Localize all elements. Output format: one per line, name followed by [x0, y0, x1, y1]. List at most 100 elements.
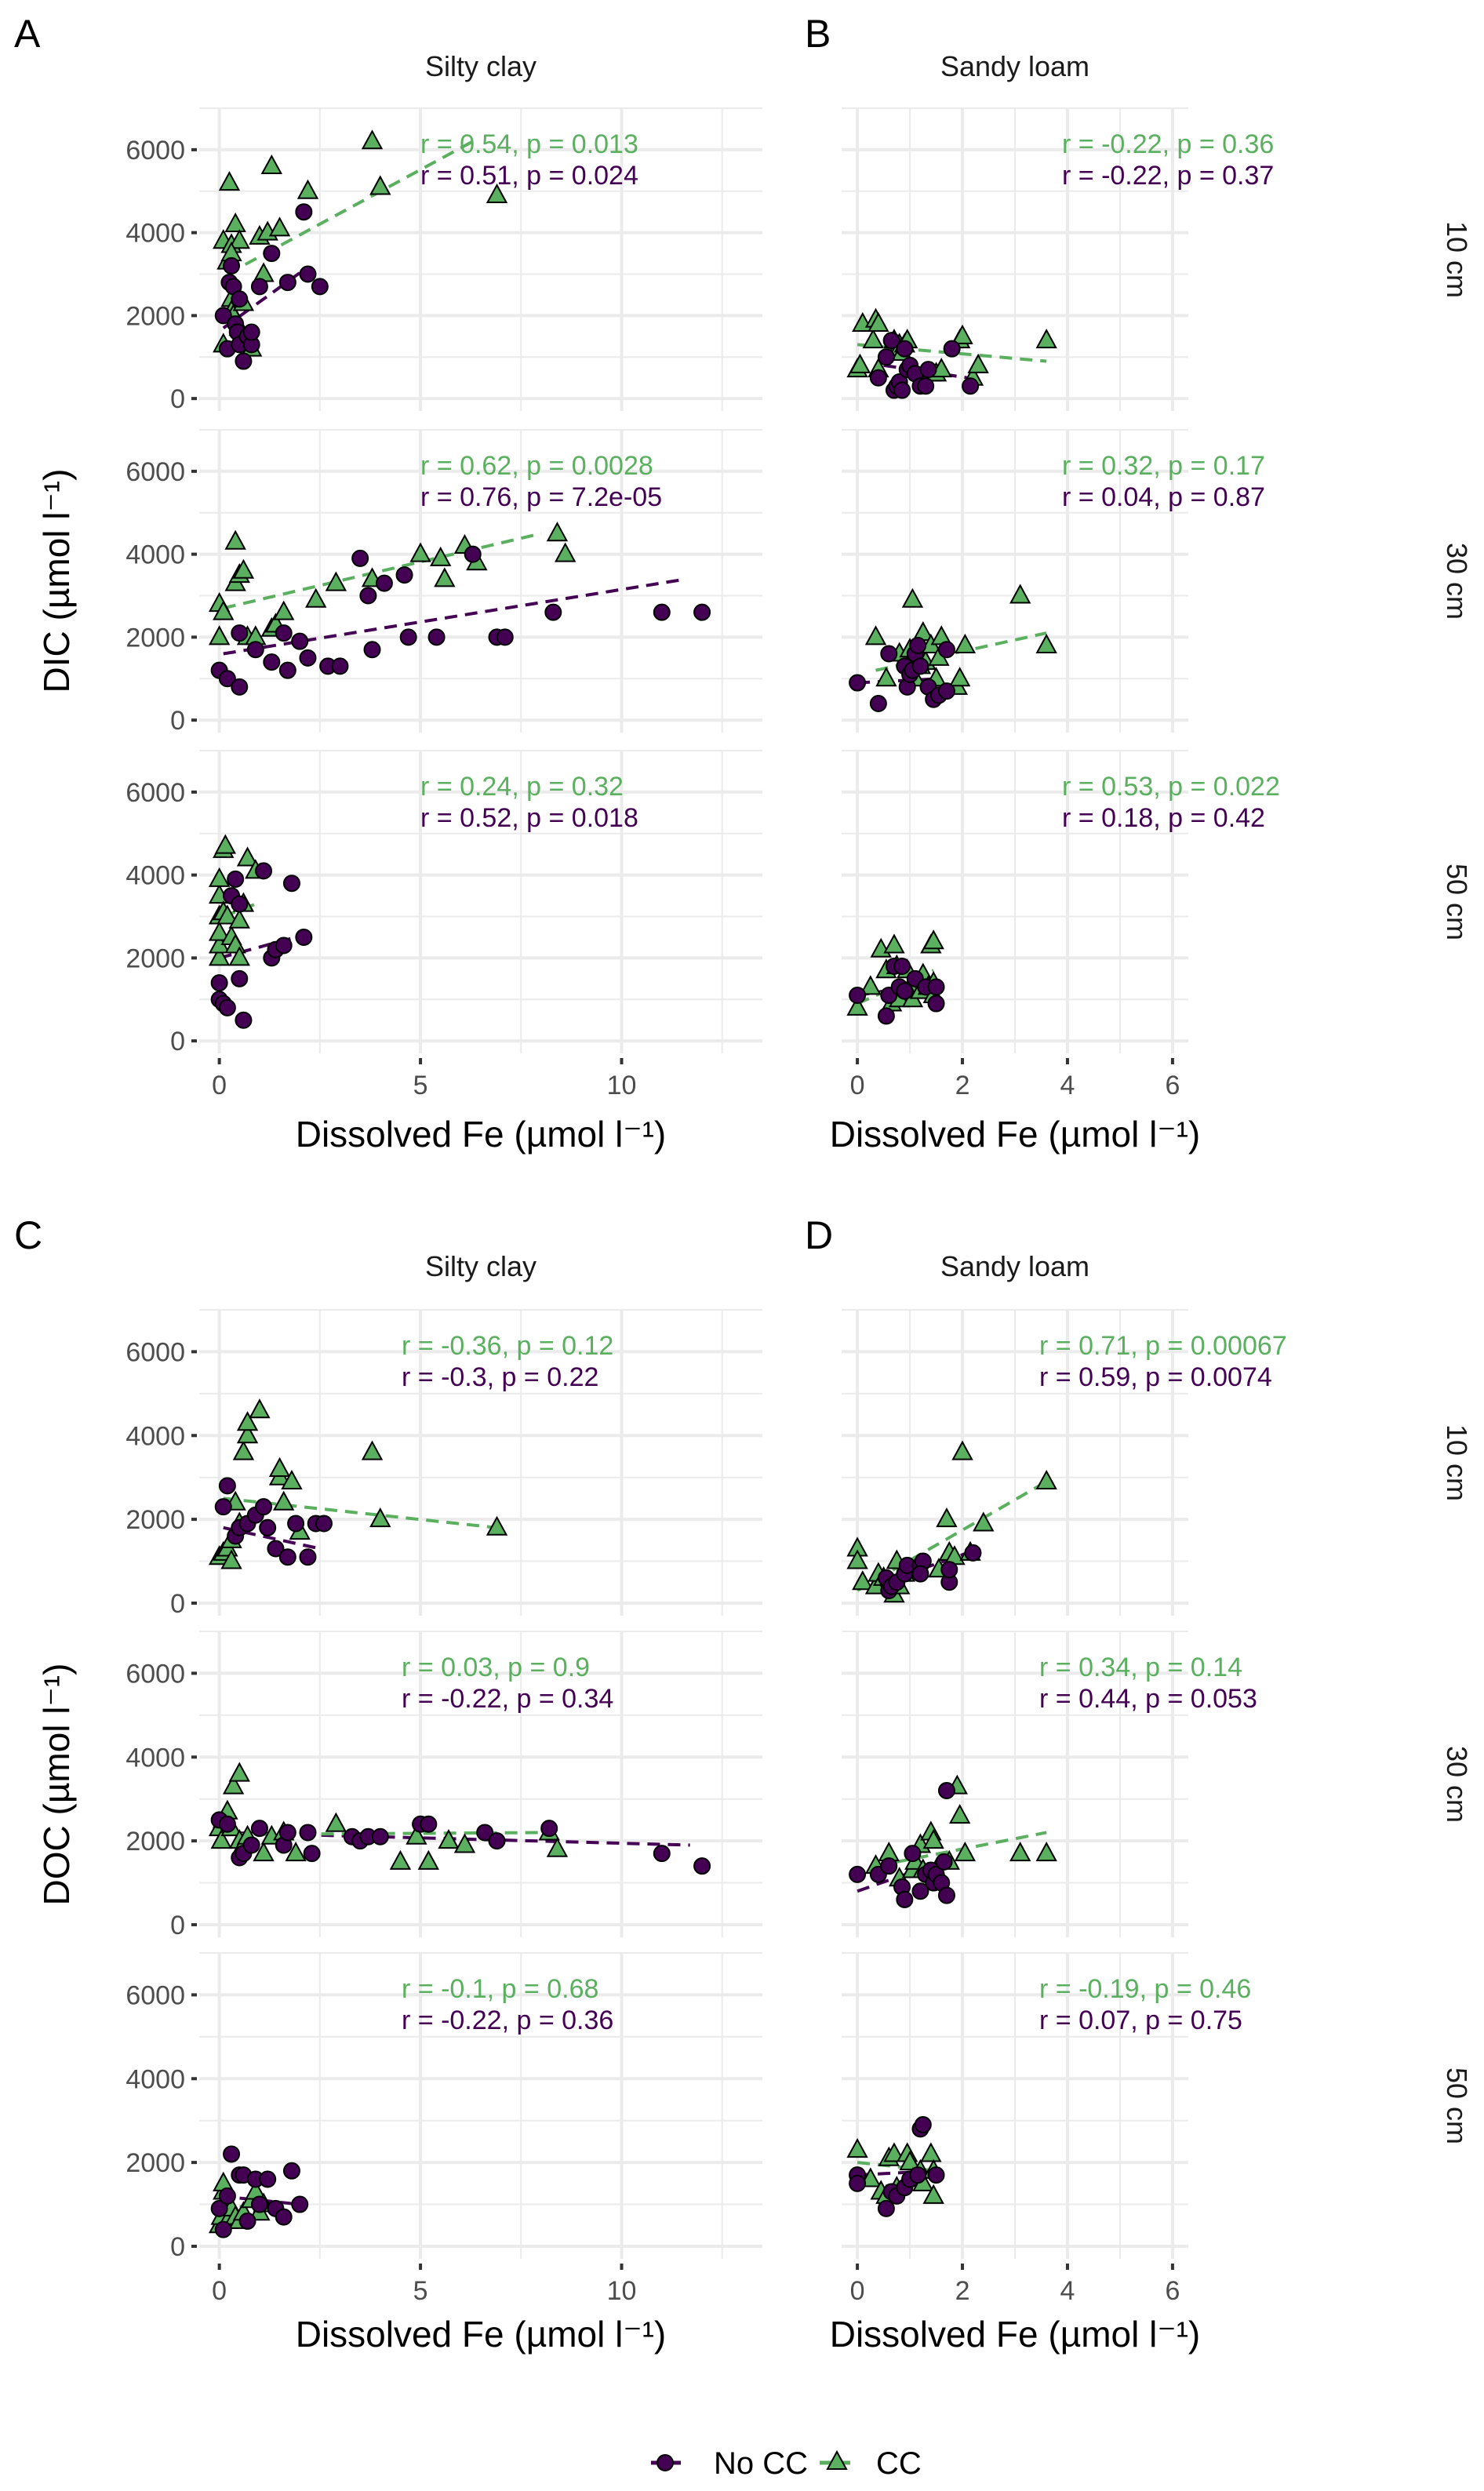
data-point-cc: [220, 1549, 242, 1569]
data-point-no-cc: [893, 957, 911, 975]
strip-label-soil: Silty clay: [425, 1250, 536, 1282]
y-tick-label: 0: [170, 384, 185, 414]
facet-30cm: 30 cm r = 0.32, p = 0.17r = 0.04, p = 0.8…: [842, 429, 1473, 733]
stat-label-cc: r = 0.53, p = 0.022: [1062, 772, 1280, 802]
y-axis-title: DOC (µmol l⁻¹): [36, 1664, 77, 1906]
data-point-no-cc: [263, 245, 281, 263]
data-point-cc: [1035, 1469, 1057, 1490]
strip-label-depth: 10 cm: [1441, 221, 1473, 298]
data-point-cc: [922, 1829, 944, 1849]
data-point-no-cc: [267, 1540, 285, 1558]
fit-line-cc: [857, 1480, 1048, 1592]
data-point-cc: [273, 1490, 295, 1511]
stat-label-cc: r = -0.1, p = 0.68: [402, 1974, 598, 2004]
data-point-cc: [864, 625, 887, 645]
data-point-no-cc: [299, 649, 317, 667]
data-point-cc: [920, 2142, 942, 2162]
facet-50cm: 0 2000 4000 6000 r = -0.1, p = 0.68r = -0.22…: [125, 1952, 762, 2262]
legend-no-cc-label: No CC: [714, 2446, 808, 2481]
data-point-no-cc: [877, 1007, 895, 1025]
y-tick-label: 0: [170, 1589, 185, 1619]
y-tick-label: 0: [170, 2232, 185, 2262]
data-point-cc: [849, 353, 871, 373]
y-tick-label: 6000: [125, 457, 185, 487]
stat-label-no-cc: r = 0.51, p = 0.024: [420, 161, 638, 191]
data-point-cc: [883, 933, 905, 954]
data-point-cc: [208, 921, 231, 941]
panel-letter: C: [14, 1213, 42, 1257]
data-point-cc: [249, 1398, 271, 1419]
data-point-no-cc: [255, 1498, 273, 1516]
data-point-cc: [546, 522, 569, 542]
stat-label-no-cc: r = -0.22, p = 0.37: [1062, 161, 1274, 191]
x-tick-label: 2: [955, 2276, 970, 2306]
facet-30cm: 30 cm r = 0.34, p = 0.14r = 0.44, p = 0.0…: [842, 1631, 1473, 1937]
data-point-no-cc: [231, 290, 249, 308]
data-point-no-cc: [911, 657, 929, 675]
data-point-cc: [273, 600, 295, 620]
data-point-no-cc: [544, 603, 562, 621]
data-point-cc: [325, 1812, 347, 1832]
data-point-cc: [951, 324, 973, 344]
data-point-cc: [213, 600, 235, 620]
data-point-cc: [973, 1511, 995, 1532]
data-point-no-cc: [476, 1824, 494, 1842]
data-point-no-cc: [937, 641, 955, 659]
data-point-no-cc: [937, 1782, 955, 1800]
data-point-cc: [546, 1837, 569, 1857]
y-tick-label: 4000: [125, 1421, 185, 1451]
data-point-cc: [948, 1803, 971, 1824]
data-point-cc: [389, 1849, 412, 1870]
data-point-cc: [236, 1411, 259, 1431]
data-point-cc: [218, 171, 241, 191]
data-point-no-cc: [218, 998, 236, 1016]
data-point-no-cc: [909, 2166, 927, 2184]
stat-label-cc: r = 0.24, p = 0.32: [420, 772, 624, 802]
data-point-cc: [860, 975, 882, 995]
data-point-no-cc: [218, 1477, 236, 1495]
y-tick-label: 2000: [125, 1827, 185, 1856]
data-point-cc: [281, 1469, 303, 1490]
data-point-cc: [434, 567, 456, 587]
data-point-no-cc: [896, 982, 914, 1000]
data-point-cc: [852, 1570, 874, 1591]
data-point-cc: [438, 1829, 460, 1849]
stat-label-cc: r = 0.03, p = 0.9: [402, 1653, 590, 1682]
y-tick-label: 0: [170, 706, 185, 736]
data-point-no-cc: [287, 1515, 305, 1533]
data-point-cc: [486, 183, 508, 204]
facet-10cm: 0 2000 4000 6000 r = -0.36, p = 0.12r = -0.3…: [125, 1309, 762, 1619]
x-tick-label: 10: [607, 2276, 637, 2306]
data-point-cc: [369, 175, 391, 195]
data-point-cc: [325, 571, 347, 591]
data-point-cc: [846, 1549, 868, 1569]
x-tick-label: 4: [1060, 1071, 1075, 1100]
data-point-no-cc: [882, 332, 900, 350]
data-point-no-cc: [242, 323, 260, 341]
data-point-cc: [409, 542, 431, 562]
data-point-cc: [208, 946, 231, 966]
data-point-no-cc: [295, 928, 313, 946]
panel-a: A Silty clay 0 2000 4000 6000 r = 0.54, p = 0.…: [14, 12, 762, 1155]
facet-50cm: 50 cm r = -0.19, p = 0.46r = 0.07, p = 0.…: [842, 1952, 1473, 2259]
data-point-cc: [228, 908, 250, 929]
strip-label-depth: 50 cm: [1441, 864, 1473, 940]
fit-line-no-cc: [223, 577, 686, 656]
data-point-cc: [948, 667, 971, 687]
stat-label-cc: r = 0.54, p = 0.013: [420, 129, 638, 159]
data-point-no-cc: [275, 936, 293, 955]
data-point-no-cc: [911, 1882, 929, 1900]
data-point-cc: [951, 1440, 973, 1460]
data-point-cc: [228, 1762, 250, 1782]
panel-b: B Sandy loam 10 cm r = -0.22, p = 0.36r = -…: [805, 12, 1473, 1155]
panel-letter: A: [14, 12, 41, 56]
y-tick-label: 2000: [125, 2148, 185, 2178]
y-tick-label: 4000: [125, 219, 185, 249]
data-point-no-cc: [849, 2174, 867, 2192]
facet-10cm: 10 cm r = -0.22, p = 0.36r = -0.22, p = 0…: [842, 107, 1473, 411]
data-point-cc: [214, 834, 237, 854]
data-point-cc: [875, 667, 897, 687]
y-tick-label: 0: [170, 1027, 185, 1056]
